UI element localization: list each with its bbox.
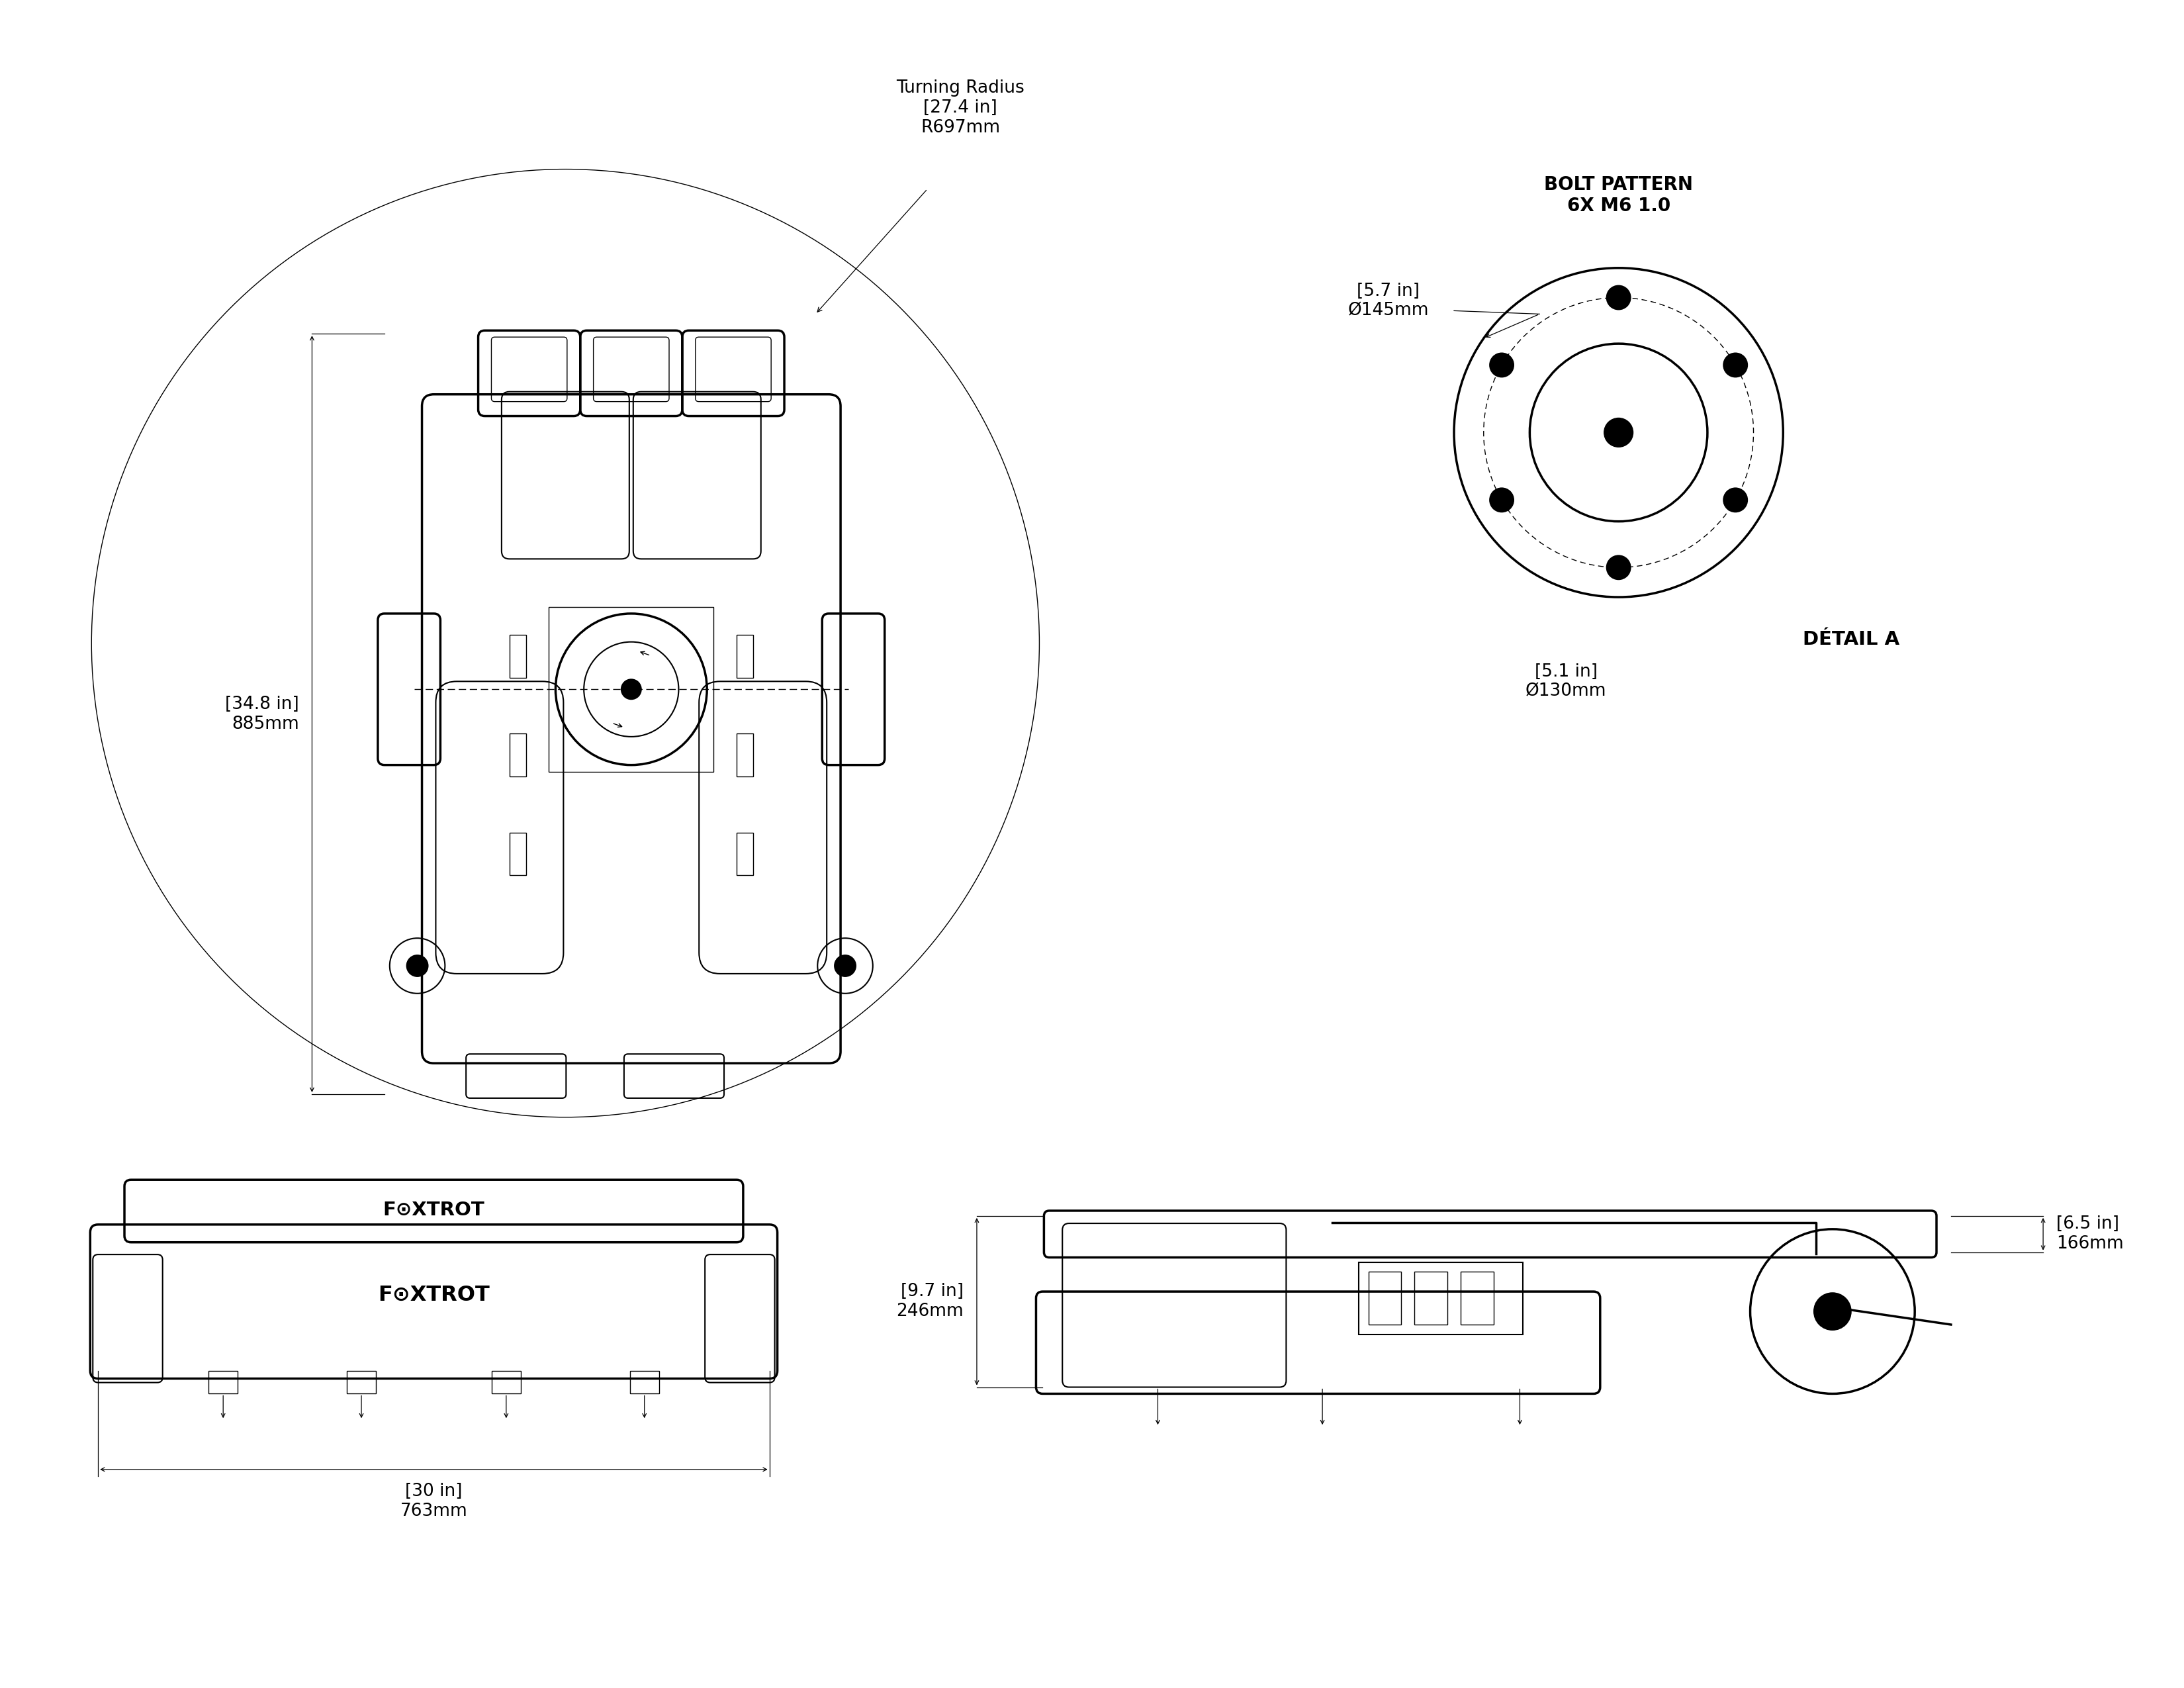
Circle shape [1607, 555, 1631, 579]
Circle shape [1489, 488, 1514, 511]
Bar [629, 1371, 660, 1394]
Text: [5.1 in]
Ø130mm: [5.1 in] Ø130mm [1524, 663, 1607, 701]
Text: [9.7 in]
246mm: [9.7 in] 246mm [895, 1283, 963, 1320]
Bar [548, 608, 714, 771]
Bar [1358, 1263, 1522, 1335]
Circle shape [1603, 419, 1634, 447]
Circle shape [406, 955, 428, 976]
Bar [509, 734, 526, 776]
Circle shape [1607, 285, 1631, 309]
Bar [491, 1371, 520, 1394]
Text: Turning Radius
[27.4 in]
R697mm: Turning Radius [27.4 in] R697mm [895, 79, 1024, 137]
Circle shape [1723, 353, 1747, 376]
Text: [30 in]
763mm: [30 in] 763mm [400, 1482, 467, 1519]
Bar [1461, 1273, 1494, 1325]
Text: F⊙XTROT: F⊙XTROT [378, 1285, 489, 1305]
Circle shape [1815, 1293, 1850, 1330]
Circle shape [834, 955, 856, 976]
Bar [736, 832, 753, 876]
Text: BOLT PATTERN
6X M6 1.0: BOLT PATTERN 6X M6 1.0 [1544, 176, 1693, 216]
Text: F⊙XTROT: F⊙XTROT [382, 1200, 485, 1219]
Bar [736, 635, 753, 679]
Circle shape [622, 679, 642, 699]
Bar [736, 734, 753, 776]
Circle shape [1489, 353, 1514, 376]
Text: DÉTAIL A: DÉTAIL A [1802, 630, 1900, 648]
Text: [34.8 in]
885mm: [34.8 in] 885mm [225, 695, 299, 733]
Text: [5.7 in]
Ø145mm: [5.7 in] Ø145mm [1348, 282, 1428, 319]
Bar [1369, 1273, 1402, 1325]
Bar [210, 1371, 238, 1394]
Text: [6.5 in]
166mm: [6.5 in] 166mm [2057, 1215, 2123, 1252]
Bar [509, 635, 526, 679]
Bar [347, 1371, 376, 1394]
Bar [1415, 1273, 1448, 1325]
Bar [509, 832, 526, 876]
Circle shape [1723, 488, 1747, 511]
